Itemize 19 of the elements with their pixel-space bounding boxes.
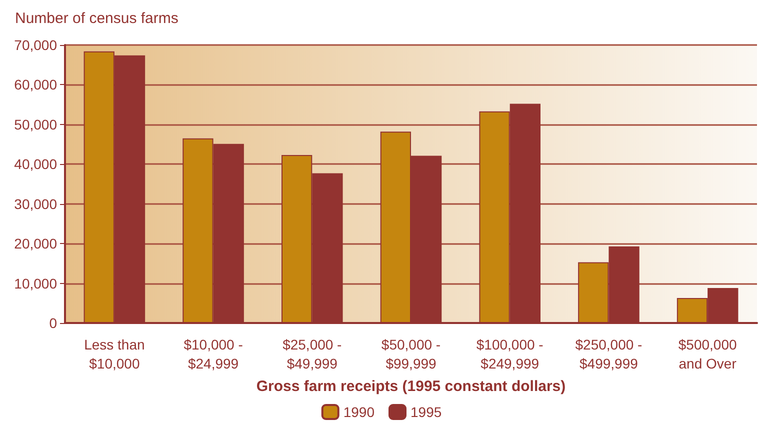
x-tick-label: $25,000 - $49,999: [282, 336, 342, 372]
y-tick-label: 30,000: [14, 196, 58, 212]
y-tick-label: 60,000: [14, 76, 58, 93]
y-tick-label: 0: [49, 315, 58, 331]
y-tick-label: 70,000: [14, 37, 58, 53]
y-tick-label: 20,000: [14, 236, 58, 252]
y-tick-label: 50,000: [14, 116, 58, 132]
x-tick-label: $10,000 - $24,999: [184, 336, 244, 372]
x-tick-label: $500,000 and Over: [678, 336, 737, 372]
x-tick-label: $100,000 - $249,999: [476, 336, 544, 372]
legend-label: 1990: [343, 404, 375, 420]
y-tick-label: 40,000: [14, 156, 58, 172]
x-axis-title: Gross farm receipts (1995 constant dollars): [256, 378, 566, 395]
x-tick-label: $250,000 - $499,999: [575, 336, 643, 372]
y-tick-label: 10,000: [14, 275, 58, 292]
legend-label: 1995: [410, 404, 442, 420]
x-tick-label: Less than $10,000: [84, 336, 145, 372]
y-axis-title: Number of census farms: [15, 10, 178, 27]
x-tick-label: $50,000 - $99,999: [381, 336, 441, 372]
